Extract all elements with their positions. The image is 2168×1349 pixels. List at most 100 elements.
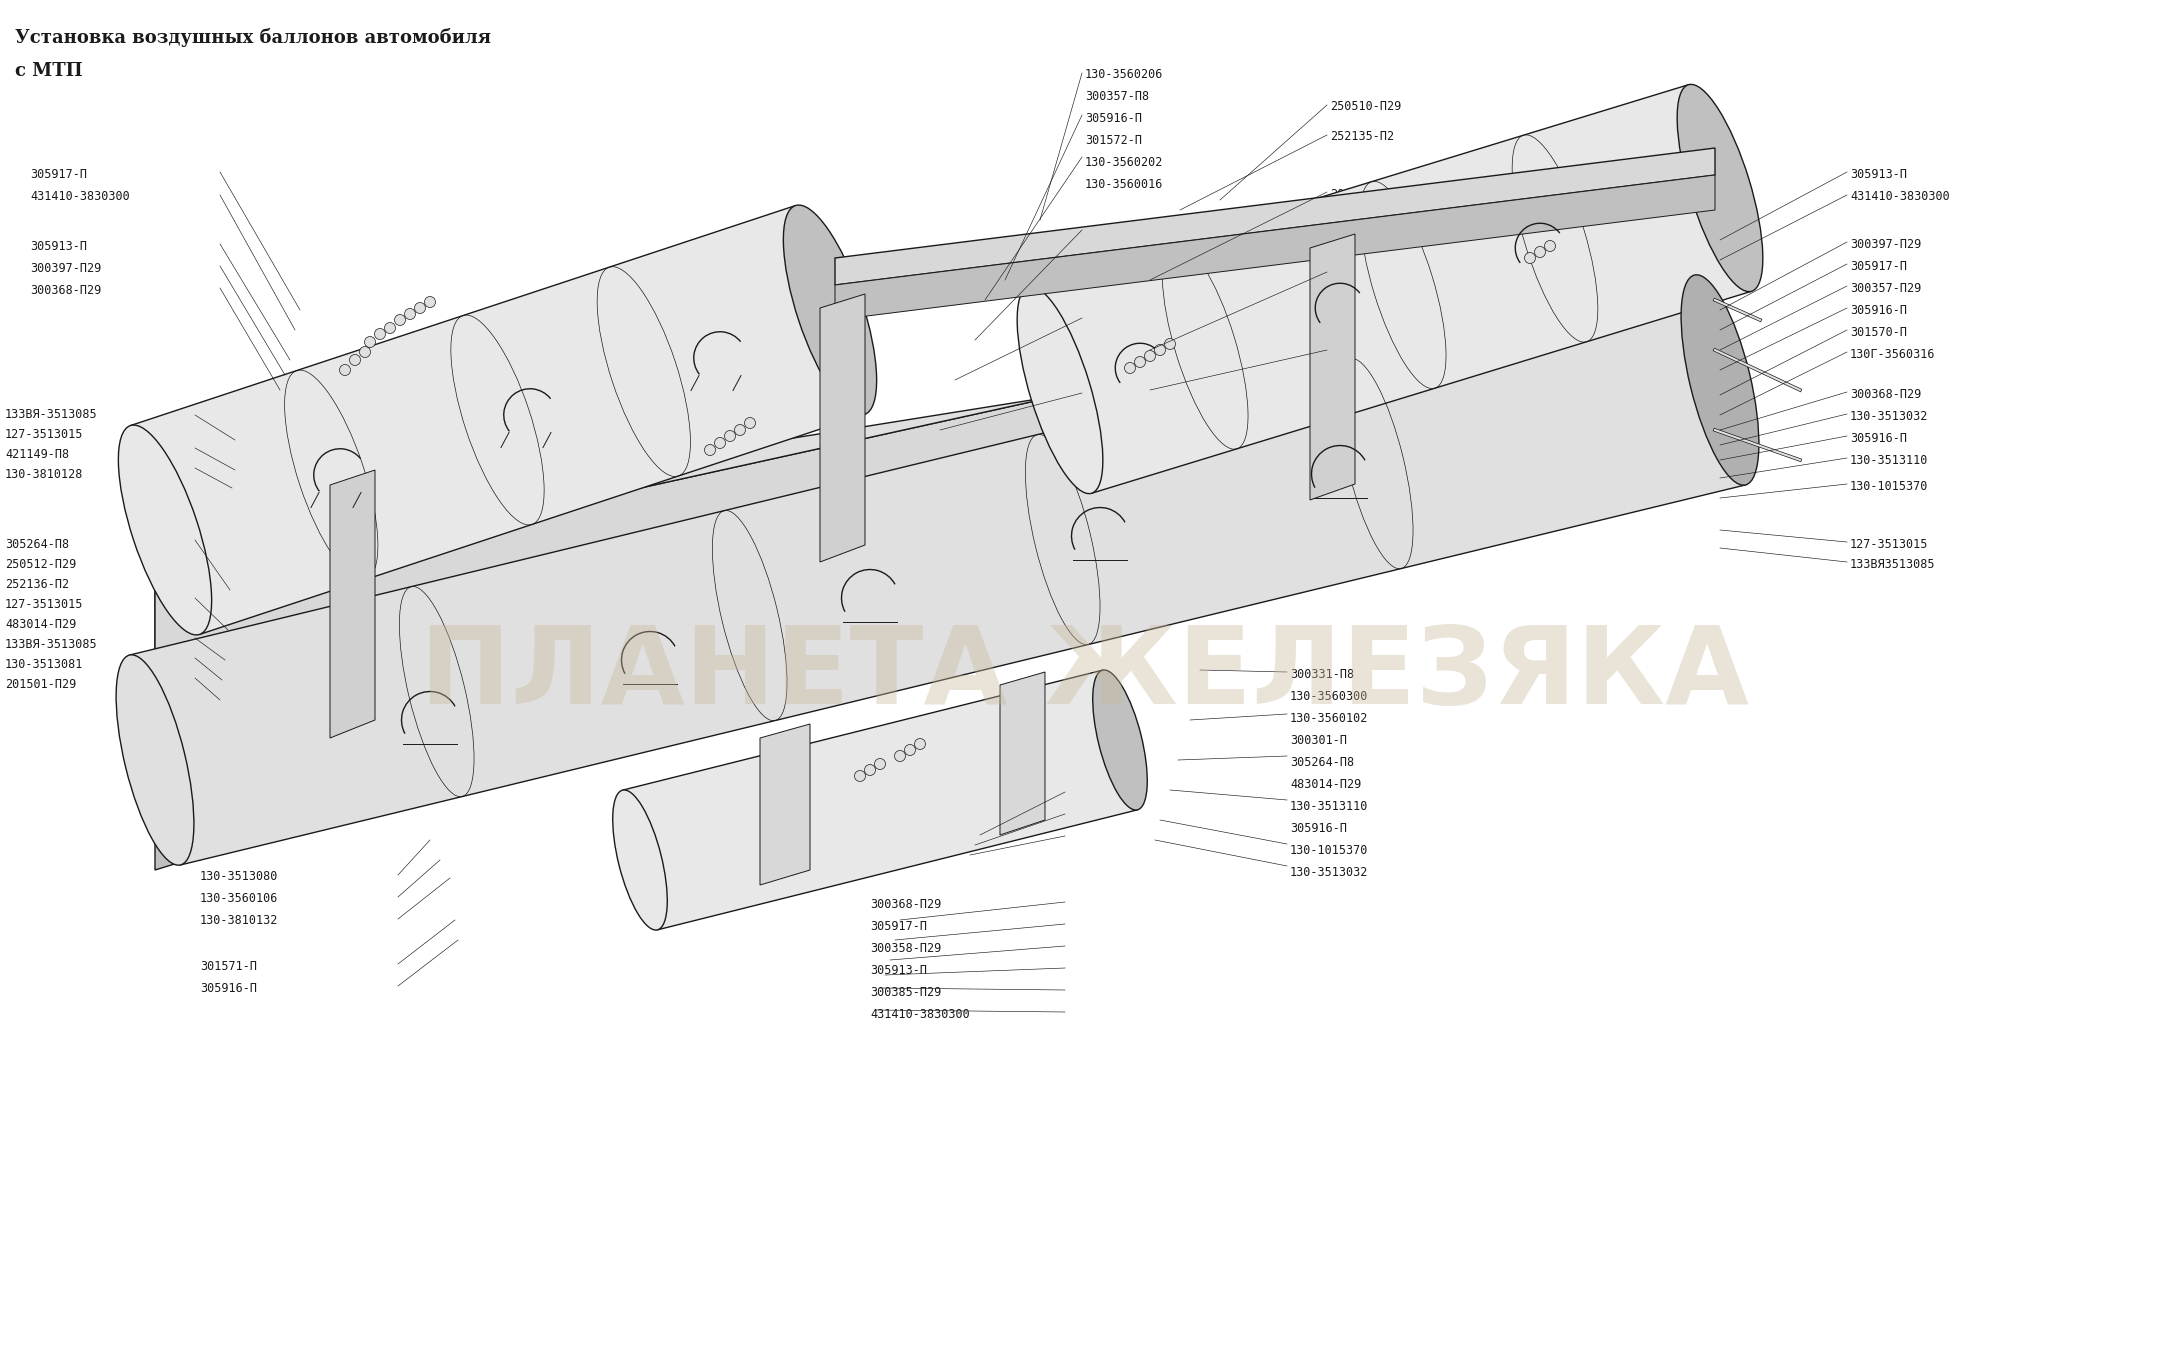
Text: 130-3513110: 130-3513110 [1849,455,1927,467]
Text: 130-3560206: 130-3560206 [1084,67,1164,81]
Text: 301570-П: 301570-П [1084,274,1143,287]
Text: 305913-П: 305913-П [1849,169,1908,181]
Text: 250510-П29: 250510-П29 [1329,374,1401,386]
Ellipse shape [1093,670,1147,809]
Text: 300397-П29: 300397-П29 [30,262,102,275]
Text: 300368-П29: 300368-П29 [1849,389,1921,401]
Text: 300368-П29: 300368-П29 [1084,318,1156,331]
Ellipse shape [119,425,212,635]
Text: 421149-П8: 421149-П8 [4,448,69,461]
Polygon shape [999,672,1045,835]
Ellipse shape [117,654,193,865]
Circle shape [340,364,351,375]
Circle shape [904,745,915,755]
Text: 305913-П: 305913-П [869,965,928,977]
Circle shape [360,347,371,357]
Circle shape [715,437,726,448]
Circle shape [1164,339,1175,349]
Polygon shape [1028,85,1752,494]
Text: 133ВЯ3513085: 133ВЯ3513085 [1849,558,1936,571]
Text: 130-3560040: 130-3560040 [1329,320,1409,333]
Circle shape [1125,363,1136,374]
Circle shape [1544,240,1554,251]
Text: 301033-П29: 301033-П29 [869,832,941,844]
Text: 300385-П29: 300385-П29 [869,986,941,1000]
Text: 305916-П: 305916-П [1849,432,1908,445]
Text: Установка воздушных баллонов автомобиля: Установка воздушных баллонов автомобиля [15,28,490,47]
Text: 308310-П8: 308310-П8 [1329,295,1394,308]
Circle shape [705,445,715,456]
Text: 130-3513110: 130-3513110 [1290,800,1368,813]
Text: 130-3513032: 130-3513032 [1849,410,1927,424]
Text: 300301-П: 300301-П [1290,734,1346,747]
Circle shape [1535,247,1546,258]
Text: 130-3560300: 130-3560300 [1290,689,1368,703]
Text: 130-3513080: 130-3513080 [1329,219,1409,231]
Circle shape [854,770,865,781]
Text: 130Г-3560316: 130Г-3560316 [1849,348,1936,362]
Text: 250512-П29: 250512-П29 [869,788,941,801]
Text: 300368-П29: 300368-П29 [869,898,941,911]
Circle shape [349,355,360,366]
Polygon shape [130,205,865,634]
Text: 201456-П29: 201456-П29 [1329,268,1401,281]
Text: 300357-П29: 300357-П29 [1849,282,1921,295]
Text: 201501-П29: 201501-П29 [4,679,76,691]
Circle shape [414,302,425,313]
Text: 127-3513015: 127-3513015 [4,598,82,611]
Circle shape [735,425,746,436]
Text: 130-3560202: 130-3560202 [1084,156,1164,169]
Circle shape [384,322,395,333]
Ellipse shape [614,791,668,929]
Text: 305917-П: 305917-П [30,169,87,181]
Text: 483014-П29: 483014-П29 [4,618,76,631]
Text: 250510-П29: 250510-П29 [1329,100,1401,113]
Text: 201501-П29: 201501-П29 [1329,188,1401,201]
Polygon shape [835,175,1715,320]
Text: 133ВЯ-3513085: 133ВЯ-3513085 [4,407,98,421]
Text: 300357-П8: 300357-П8 [1084,90,1149,103]
Circle shape [1524,252,1535,263]
Polygon shape [835,148,1715,285]
Polygon shape [1309,233,1355,500]
Circle shape [865,765,876,776]
Text: 305264-П8: 305264-П8 [4,538,69,550]
Text: 133ВЯ-3513085: 133ВЯ-3513085 [4,638,98,652]
Text: 305916-П: 305916-П [1849,304,1908,317]
Text: с МТП: с МТП [15,62,82,80]
Text: 127-3513015: 127-3513015 [4,428,82,441]
Text: 305917-П: 305917-П [1849,260,1908,272]
Circle shape [375,329,386,340]
Text: 305264-П8: 305264-П8 [1290,755,1355,769]
Text: 133ВЯ-3513085: 133ВЯ-3513085 [869,809,963,823]
Text: 130-3513081: 130-3513081 [4,658,82,670]
Text: 130-3513032: 130-3513032 [1290,866,1368,880]
Ellipse shape [1678,85,1763,291]
Text: 300397-П29: 300397-П29 [1849,237,1921,251]
Circle shape [1156,344,1166,356]
Polygon shape [820,294,865,563]
Text: 130-3560106: 130-3560106 [199,892,278,905]
Text: 130-3810132: 130-3810132 [199,915,278,927]
Text: 130-3810128: 130-3810128 [4,468,82,482]
Text: 250512-П29: 250512-П29 [4,558,76,571]
Text: 301571-П: 301571-П [199,960,258,973]
Text: 300331-П8: 300331-П8 [1290,668,1355,681]
Text: 300357-П8: 300357-П8 [1084,229,1149,243]
Ellipse shape [1680,275,1758,486]
Text: 305916-П: 305916-П [1290,822,1346,835]
Text: 305913-П: 305913-П [30,240,87,254]
Circle shape [1134,356,1145,367]
Text: 301570-П: 301570-П [1849,326,1908,339]
Text: 300358-П29: 300358-П29 [869,942,941,955]
Text: 127-3513015: 127-3513015 [1849,538,1927,550]
Polygon shape [761,724,811,885]
Text: 300368-П29: 300368-П29 [30,285,102,297]
Circle shape [895,750,906,761]
Text: 305916-П: 305916-П [1084,252,1143,264]
Text: 431410-3830300: 431410-3830300 [869,1008,969,1021]
Ellipse shape [1017,286,1104,494]
Text: 252135-П2: 252135-П2 [1329,130,1394,143]
Polygon shape [330,469,375,738]
Text: 130-1015370: 130-1015370 [1849,480,1927,492]
